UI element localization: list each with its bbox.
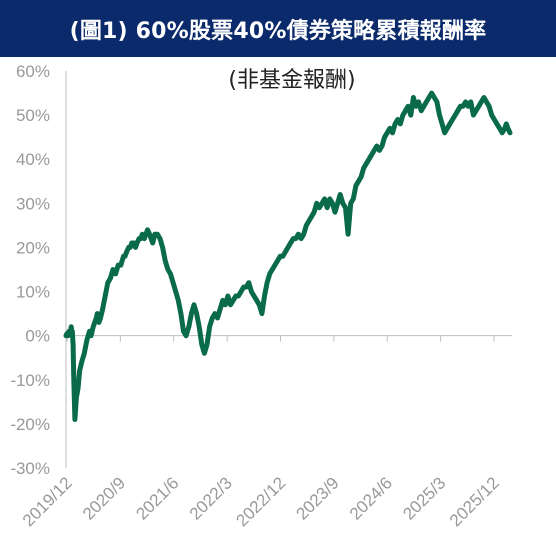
y-tick-label: 20%	[16, 238, 50, 257]
y-tick-label: -20%	[10, 415, 50, 434]
x-tick-label: 2024/6	[346, 473, 396, 523]
y-tick-label: 40%	[16, 150, 50, 169]
y-tick-label: -30%	[10, 459, 50, 478]
chart-title: (圖1) 60%股票40%債券策略累積報酬率	[0, 0, 556, 57]
x-tick-label: 2025/3	[399, 473, 449, 523]
chart-subtitle: (非基金報酬)	[228, 68, 356, 93]
x-tick-label: 2020/9	[79, 473, 129, 523]
x-tick-label: 2021/6	[132, 473, 182, 523]
x-tick-label: 2023/9	[292, 473, 342, 523]
x-tick-label: 2025/12	[446, 473, 503, 530]
x-tick-label: 2022/12	[232, 473, 289, 530]
y-tick-label: 30%	[16, 194, 50, 213]
series-line	[63, 90, 513, 422]
y-tick-label: 60%	[16, 62, 50, 81]
x-tick-label: 2019/12	[19, 473, 76, 530]
y-tick-label: 0%	[25, 327, 50, 346]
y-tick-label: -10%	[10, 371, 50, 390]
x-tick-label: 2022/3	[186, 473, 236, 523]
y-tick-label: 10%	[16, 283, 50, 302]
y-tick-label: 50%	[16, 106, 50, 125]
